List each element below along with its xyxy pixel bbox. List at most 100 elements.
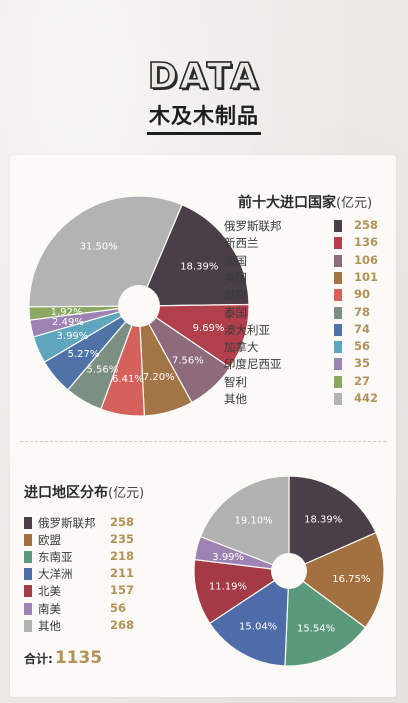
legend2-name-0: 俄罗斯联邦: [38, 516, 96, 530]
legend1-item-9: 智利 27: [224, 374, 374, 390]
data-heading: DATA: [147, 56, 261, 97]
legend1-value-7: 56: [354, 339, 371, 354]
legend1-item-7: 加拿大 56: [224, 339, 374, 355]
pie1-percent-label-3: 7.20%: [143, 372, 175, 383]
legend2-value-2: 218: [110, 549, 135, 564]
legend1-value-2: 106: [354, 252, 379, 267]
pie2-percent-label-0: 18.39%: [304, 514, 342, 525]
top10-title: 前十大进口国家(亿元): [238, 192, 372, 212]
legend1-item-8: 印度尼西亚 35: [224, 356, 374, 372]
legend1-name-2: 德国: [224, 253, 247, 268]
legend1-value-10: 442: [354, 391, 379, 405]
pie2-slice-6: [199, 475, 290, 572]
pie2-percent-label-1: 16.75%: [332, 574, 370, 585]
pie2-slice-0: [288, 475, 377, 572]
legend1-swatch-4: [334, 289, 342, 302]
legend2-swatch-1: [24, 534, 32, 547]
legend1-item-6: 澳大利亚 74: [224, 322, 374, 338]
legend1-value-4: 90: [354, 287, 371, 302]
legend1-swatch-10: [334, 393, 342, 405]
pie1-center-hole: [118, 285, 160, 327]
legend2-name-6: 其他: [38, 618, 61, 633]
legend2-swatch-2: [24, 551, 32, 564]
legend1-name-9: 智利: [224, 374, 247, 389]
top10-title-unit: (亿元): [336, 196, 373, 211]
legend1-item-1: 新西兰 136: [224, 235, 378, 251]
pie2-slice-4: [193, 558, 291, 625]
pie1-percent-label-6: 5.27%: [68, 349, 100, 360]
legend1-value-3: 101: [354, 269, 379, 284]
pie1-percent-label-8: 2.49%: [52, 317, 84, 328]
legend2-name-1: 欧盟: [38, 533, 61, 548]
legend1-value-9: 27: [354, 373, 371, 388]
page-header: DATA 木及木制品: [0, 56, 408, 135]
pie1-percent-label-1: 9.69%: [193, 323, 225, 334]
total-summary: 合计: 1135: [24, 648, 102, 668]
pie2-slice-2: [284, 569, 367, 667]
pie2-percent-label-6: 19.10%: [235, 515, 273, 526]
legend1-name-4: 越南: [224, 288, 247, 303]
legend1-name-3: 美国: [224, 270, 247, 285]
pie2-percent-label-4: 11.19%: [209, 581, 247, 592]
pie2-center-hole: [271, 553, 307, 589]
legend1-item-5: 泰国 78: [224, 305, 374, 321]
legend2-value-5: 56: [110, 600, 127, 615]
pie2-slice-3: [208, 569, 290, 667]
pie1-percent-label-0: 18.39%: [180, 262, 218, 273]
legend2-name-5: 南美: [38, 601, 61, 616]
legend2-name-4: 北美: [38, 584, 61, 599]
legend1-swatch-5: [334, 306, 342, 319]
legend2-swatch-5: [24, 602, 32, 615]
legend1-name-0: 俄罗斯联邦: [224, 219, 282, 233]
legend1-name-7: 加拿大: [224, 340, 259, 355]
legend1-name-1: 新西兰: [224, 236, 259, 251]
legend1-swatch-9: [334, 375, 342, 388]
legend1-item-10: 其他 442: [224, 391, 378, 407]
legend2-item-2: 东南亚 218: [24, 549, 174, 565]
legend1-name-6: 澳大利亚: [224, 322, 270, 337]
page-subtitle: 木及木制品: [147, 100, 261, 135]
pie1-percent-label-4: 6.41%: [112, 374, 144, 385]
legend1-swatch-0: [334, 220, 342, 232]
pie1-percent-label-5: 5.56%: [86, 365, 118, 376]
pie2-slice-1: [287, 531, 385, 629]
legend1-swatch-8: [334, 358, 342, 371]
legend1-swatch-2: [334, 254, 342, 267]
legend2-swatch-3: [24, 568, 32, 581]
legend2-item-6: 其他 268: [24, 618, 174, 634]
legend2-item-1: 欧盟 235: [24, 532, 174, 548]
pie1-percent-label-10: 31.50%: [80, 242, 118, 253]
region-title-unit: (亿元): [108, 486, 145, 501]
legend1-value-5: 78: [354, 304, 371, 319]
legend2-name-3: 大洋洲: [38, 567, 73, 582]
legend1-item-2: 德国 106: [224, 253, 378, 269]
legend1-swatch-7: [334, 341, 342, 354]
legend2-value-3: 211: [110, 566, 135, 581]
legend2-item-3: 大洋洲 211: [24, 566, 174, 582]
legend2-swatch-0: [24, 517, 32, 529]
legend1-name-5: 泰国: [224, 305, 247, 320]
total-label: 合计:: [24, 652, 53, 666]
pie1-percent-label-7: 3.99%: [57, 331, 89, 342]
legend2-value-6: 268: [110, 617, 135, 632]
pie1-slice-0: [138, 203, 250, 307]
legend2-swatch-6: [24, 619, 32, 632]
total-value: 1135: [54, 648, 103, 668]
legend1-value-6: 74: [354, 321, 371, 336]
legend1-item-4: 越南 90: [224, 287, 374, 303]
legend1-value-0: 258: [354, 218, 379, 232]
legend1-item-3: 美国 101: [224, 270, 378, 286]
legend1-item-0: 俄罗斯联邦 258: [224, 218, 378, 234]
legend1-name-10: 其他: [224, 392, 247, 406]
legend2-item-4: 北美 157: [24, 583, 174, 599]
pie2-percent-label-2: 15.54%: [297, 624, 335, 635]
legend1-swatch-1: [334, 237, 342, 250]
legend1-swatch-3: [334, 271, 342, 284]
legend1-value-1: 136: [354, 235, 379, 250]
pie2-percent-label-5: 3.99%: [212, 552, 244, 563]
pie1-percent-label-2: 7.56%: [172, 356, 204, 367]
region-title: 进口地区分布(亿元): [24, 482, 144, 502]
legend2-name-2: 东南亚: [38, 550, 73, 565]
